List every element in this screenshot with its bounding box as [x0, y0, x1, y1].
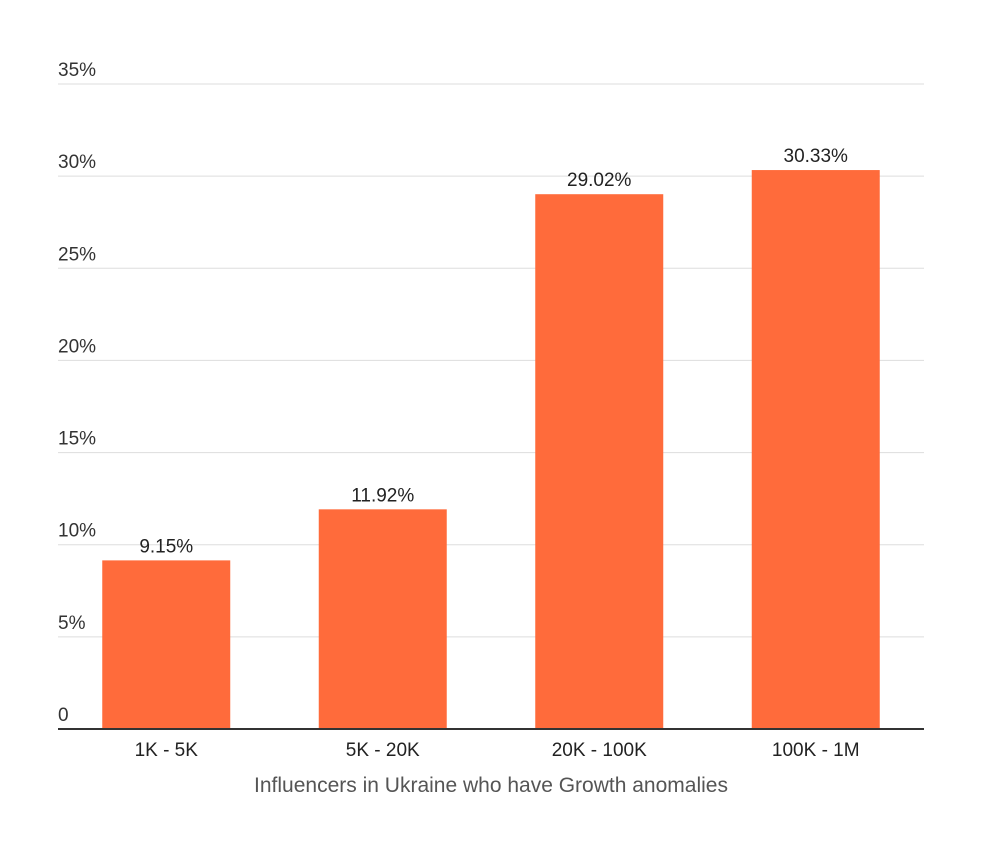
- y-tick-label: 25%: [58, 244, 96, 265]
- bars: [102, 170, 880, 730]
- data-labels: 9.15% 11.92% 29.02% 30.33%: [139, 146, 848, 557]
- x-axis-ticks: 1K - 5K 5K - 20K 20K - 100K 100K - 1M: [135, 740, 860, 761]
- data-label: 30.33%: [784, 146, 849, 167]
- data-label: 11.92%: [351, 485, 414, 506]
- y-tick-label: 10%: [58, 521, 96, 542]
- x-axis-title: Influencers in Ukraine who have Growth a…: [254, 774, 728, 797]
- y-tick-label: 5%: [58, 613, 86, 634]
- y-tick-label: 15%: [58, 429, 96, 450]
- x-tick-label: 100K - 1M: [772, 740, 860, 761]
- data-label: 9.15%: [139, 536, 193, 557]
- x-tick-label: 5K - 20K: [346, 740, 420, 761]
- bar: [535, 194, 664, 729]
- gridlines: [58, 83, 924, 638]
- y-tick-label: 30%: [58, 152, 96, 173]
- y-tick-label: 0: [58, 705, 69, 726]
- bar: [102, 560, 231, 729]
- x-tick-label: 20K - 100K: [552, 740, 647, 761]
- x-tick-label: 1K - 5K: [135, 740, 199, 761]
- bar: [318, 509, 447, 729]
- y-axis-ticks: 0 5% 10% 15% 20% 25% 30% 35%: [58, 60, 96, 726]
- data-label: 29.02%: [567, 170, 632, 191]
- bar: [751, 170, 880, 730]
- y-tick-label: 20%: [58, 336, 96, 357]
- y-tick-label: 35%: [58, 60, 96, 81]
